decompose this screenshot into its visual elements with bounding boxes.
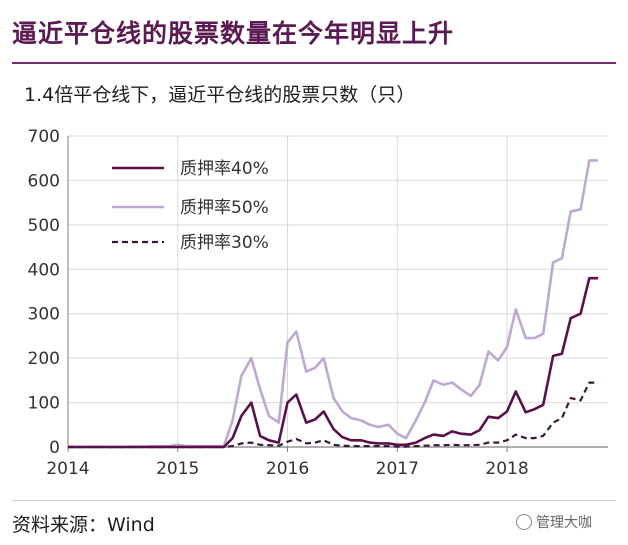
footer-divider (12, 500, 616, 501)
watermark-label: 管理大咖 (536, 515, 592, 531)
y-tick-label: 700 (28, 127, 60, 147)
source-note: 资料来源：Wind (12, 514, 155, 536)
x-tick-label: 2018 (485, 459, 528, 479)
wechat-icon (516, 514, 532, 530)
chart-title: 逼近平仓线的股票数量在今年明显上升 (12, 19, 455, 48)
series-line-0 (68, 276, 599, 449)
y-tick-label: 300 (28, 305, 60, 325)
series-line-2 (68, 381, 599, 449)
series-line-1 (68, 159, 599, 449)
y-tick-label: 200 (28, 349, 60, 369)
y-tick-label: 600 (28, 171, 60, 191)
grid-lines (68, 135, 608, 447)
x-tick-label: 2015 (156, 459, 199, 479)
legend-label-2: 质押率30% (180, 233, 269, 253)
title-divider (12, 62, 616, 64)
x-axis-ticks: 2014 2015 2016 2017 2018 (46, 459, 528, 479)
y-tick-label: 500 (28, 216, 60, 236)
y-tick-label: 400 (28, 260, 60, 280)
y-axis-ticks: 0 100 200 300 400 500 600 700 (28, 127, 60, 458)
x-tick-label: 2017 (376, 459, 419, 479)
legend-label-1: 质押率50% (180, 198, 269, 218)
watermark: 管理大咖 (516, 512, 592, 532)
x-tick-label: 2016 (266, 459, 309, 479)
y-tick-label: 100 (28, 394, 60, 414)
legend: 质押率40% 质押率50% 质押率30% (112, 159, 269, 253)
legend-label-0: 质押率40% (180, 159, 269, 179)
series-lines (68, 159, 599, 449)
x-tick-label: 2014 (46, 459, 89, 479)
y-tick-label: 0 (49, 438, 60, 458)
chart-subtitle: 1.4倍平仓线下，逼近平仓线的股票只数（只） (24, 84, 416, 106)
